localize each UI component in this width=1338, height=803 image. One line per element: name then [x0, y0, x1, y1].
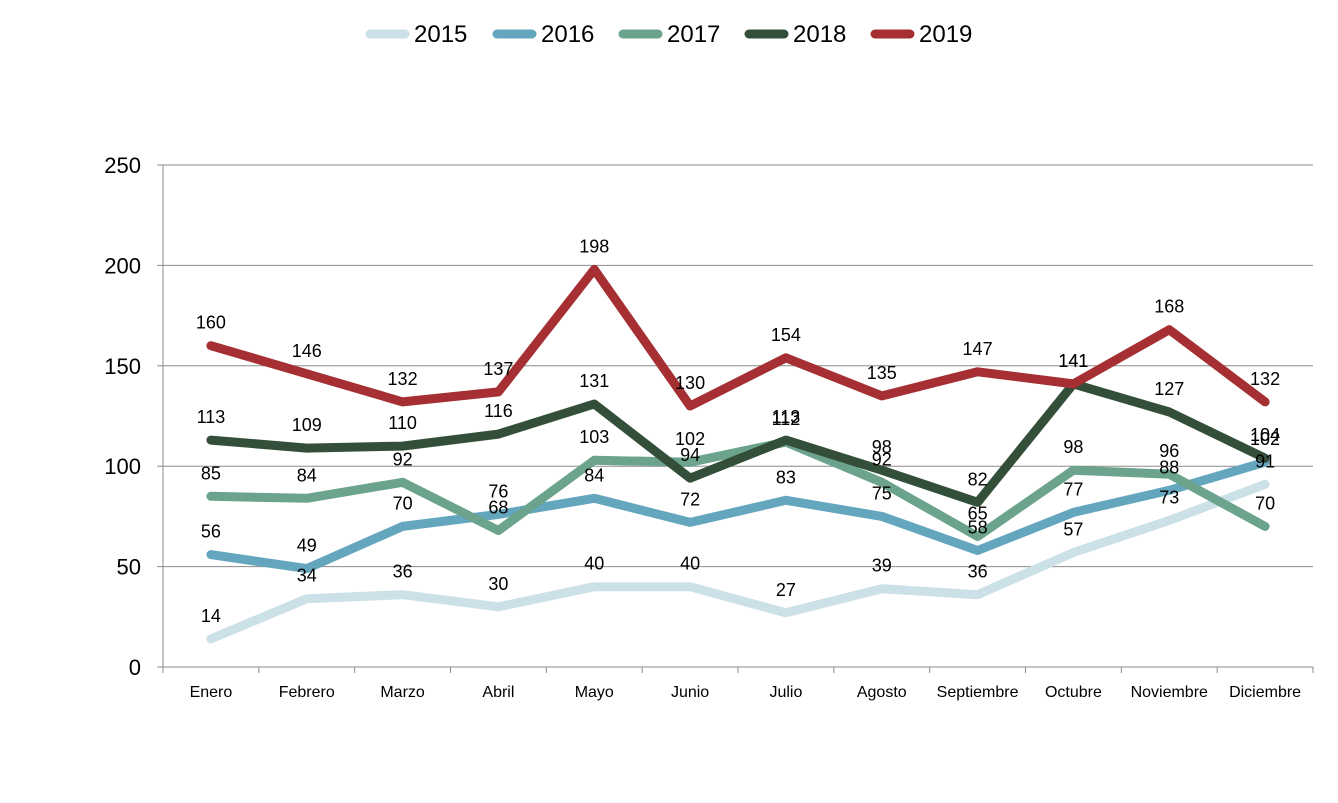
x-tick-label: Septiembre: [937, 684, 1019, 701]
y-axis-ticks: 0 50 100 150 200 250: [104, 153, 141, 680]
legend-label: 2018: [793, 21, 846, 48]
legend-label: 2016: [541, 21, 594, 48]
legend-label: 2017: [667, 21, 720, 48]
x-tick-label: Marzo: [380, 684, 425, 701]
data-label-2015: 40: [584, 554, 604, 574]
data-label-2018: 104: [1250, 425, 1280, 445]
data-label-2019: 132: [1250, 369, 1280, 389]
series-line-2015: [206, 479, 1270, 644]
series-lines: [206, 264, 1270, 644]
x-tick-label: Enero: [190, 684, 233, 701]
data-label-2019: 135: [867, 363, 897, 383]
data-label-2015: 27: [776, 580, 796, 600]
data-label-2017: 70: [1255, 493, 1275, 513]
data-label-2018: 109: [292, 415, 322, 435]
series-line-2016: [206, 457, 1270, 574]
data-label-2017: 112: [772, 409, 801, 429]
data-label-2019: 132: [388, 369, 418, 389]
x-tick-label: Abril: [482, 684, 514, 701]
x-tick-label: Agosto: [857, 684, 907, 701]
data-label-2015: 40: [680, 554, 700, 574]
data-label-2018: 113: [197, 407, 226, 427]
y-tick-label: 50: [117, 555, 141, 580]
data-label-2015: 39: [872, 556, 892, 576]
data-label-2019: 147: [963, 339, 993, 359]
y-tick-label: 150: [104, 354, 141, 379]
data-label-2015: 57: [1063, 520, 1083, 540]
legend: 2015 2016 2017 2018 2019: [365, 21, 972, 48]
series-line-2017: [206, 437, 1270, 541]
legend-label: 2019: [919, 21, 972, 48]
data-label-2017: 96: [1159, 441, 1179, 461]
y-tick-label: 200: [104, 253, 141, 278]
gridlines: [163, 164, 1313, 568]
data-label-2019: 154: [771, 325, 801, 345]
series-line-2019: [206, 264, 1270, 411]
data-label-2019: 168: [1154, 297, 1184, 317]
data-label-2018: 82: [968, 469, 988, 489]
axes: [157, 164, 1314, 673]
data-label-2018: 116: [484, 401, 513, 421]
data-label-2019: 198: [579, 236, 609, 256]
data-label-2017: 85: [201, 463, 221, 483]
data-label-2016: 75: [872, 483, 892, 503]
data-label-2016: 76: [488, 481, 508, 501]
y-tick-label: 100: [104, 454, 141, 479]
data-label-2015: 36: [393, 562, 413, 582]
data-label-2016: 70: [393, 493, 413, 513]
data-label-2015: 91: [1255, 451, 1275, 471]
data-label-2018: 131: [579, 371, 609, 391]
data-label-2015: 14: [201, 606, 221, 626]
data-label-2016: 84: [584, 465, 604, 485]
data-label-2018: 127: [1154, 379, 1184, 399]
x-tick-label: Julio: [769, 684, 802, 701]
data-label-2019: 137: [483, 359, 513, 379]
data-label-2016: 56: [201, 522, 221, 542]
x-tick-label: Junio: [671, 684, 709, 701]
data-labels: 14 34 36 30 40 40 27 39 36 57 73 91 56 49 70 76 84 72 83 75…: [196, 236, 1280, 625]
data-label-2015: 30: [488, 574, 508, 594]
y-tick-label: 0: [129, 655, 141, 680]
data-label-2016: 49: [297, 536, 317, 556]
data-label-2017: 92: [872, 449, 892, 469]
data-label-2018: 141: [1058, 351, 1088, 371]
legend-label: 2015: [414, 21, 467, 48]
data-label-2017: 68: [488, 497, 508, 517]
data-label-2017: 92: [393, 449, 413, 469]
data-label-2017: 102: [675, 429, 705, 449]
data-label-2017: 65: [968, 503, 988, 523]
data-label-2016: 72: [680, 489, 700, 509]
data-label-2019: 141: [1058, 351, 1088, 371]
data-label-2015: 73: [1159, 487, 1179, 507]
data-label-2018: 94: [680, 445, 700, 465]
y-tick-label: 250: [104, 153, 141, 178]
data-label-2018: 113: [772, 407, 801, 427]
x-tick-label: Diciembre: [1229, 684, 1301, 701]
data-label-2019: 130: [675, 373, 705, 393]
x-axis-ticks: Enero Febrero Marzo Abril Mayo Junio Julio Agos…: [190, 684, 1302, 701]
data-label-2018: 98: [872, 437, 892, 457]
data-label-2017: 103: [579, 427, 609, 447]
data-label-2016: 58: [968, 518, 988, 538]
data-label-2016: 102: [1250, 429, 1280, 449]
data-label-2015: 36: [968, 562, 988, 582]
x-tick-label: Octubre: [1045, 684, 1102, 701]
data-label-2019: 160: [196, 313, 226, 333]
data-label-2018: 110: [388, 413, 417, 433]
x-tick-label: Noviembre: [1131, 684, 1208, 701]
x-tick-label: Mayo: [575, 684, 614, 701]
data-label-2019: 146: [292, 341, 322, 361]
data-label-2017: 98: [1063, 437, 1083, 457]
data-label-2016: 77: [1063, 479, 1083, 499]
series-line-2018: [206, 379, 1270, 507]
data-label-2016: 83: [776, 467, 796, 487]
x-tick-label: Febrero: [279, 684, 335, 701]
data-label-2016: 88: [1159, 457, 1179, 477]
data-label-2015: 34: [297, 566, 317, 586]
data-label-2017: 84: [297, 465, 317, 485]
